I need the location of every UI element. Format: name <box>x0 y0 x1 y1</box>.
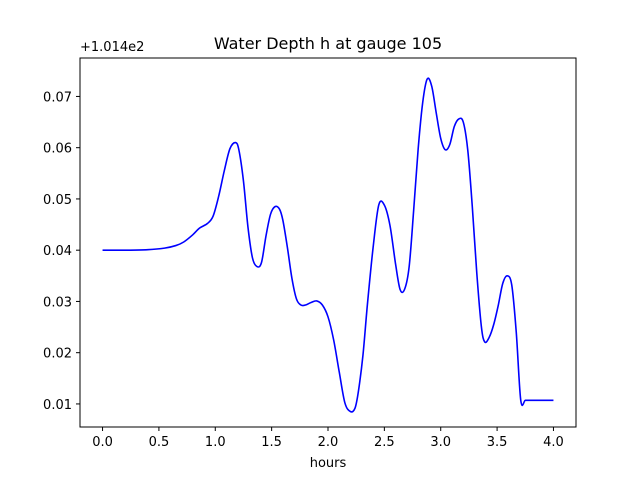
x-tick-label: 3.5 <box>487 435 508 450</box>
axes-frame <box>79 57 577 428</box>
x-tick-label: 1.0 <box>205 435 226 450</box>
y-tick-label: 0.06 <box>43 142 72 157</box>
x-axis-label: hours <box>310 456 347 471</box>
x-axis: 0.0 0.5 1.0 1.5 2.0 2.5 3.0 3.5 4.0 <box>92 427 564 450</box>
y-tick-label: 0.03 <box>43 295 72 310</box>
y-tick-label: 0.02 <box>43 347 72 362</box>
x-tick-label: 3.0 <box>430 435 451 450</box>
x-tick-label: 4.0 <box>543 435 564 450</box>
series-line <box>102 77 554 413</box>
y-tick-label: 0.04 <box>43 244 72 259</box>
x-tick-label: 0.5 <box>149 435 170 450</box>
plot-area <box>102 77 554 413</box>
y-axis-offset-label: +1.014e2 <box>80 40 144 55</box>
x-tick-label: 0.0 <box>92 435 113 450</box>
y-axis: 0.01 0.02 0.03 0.04 0.05 0.06 0.07 <box>43 90 80 413</box>
x-tick-label: 1.5 <box>261 435 282 450</box>
x-tick-label: 2.0 <box>318 435 339 450</box>
y-tick-label: 0.05 <box>43 193 72 208</box>
x-tick-label: 2.5 <box>374 435 395 450</box>
y-tick-label: 0.07 <box>43 90 72 105</box>
y-tick-label: 0.01 <box>43 398 72 413</box>
chart-title: Water Depth h at gauge 105 <box>214 34 442 53</box>
